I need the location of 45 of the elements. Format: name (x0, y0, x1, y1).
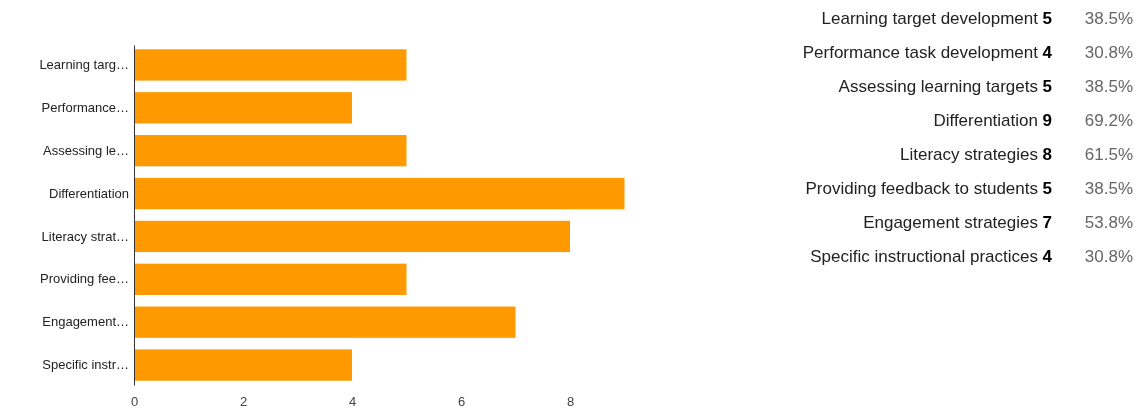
data-label: 4 (1042, 42, 1053, 62)
bar (134, 135, 407, 167)
y-tick-label: Learning targ… (39, 57, 129, 73)
category-label: Differentiation (933, 110, 1038, 130)
bar (134, 177, 625, 210)
bar (134, 92, 352, 124)
y-tick-label: Providing fee… (40, 271, 129, 287)
category-label: Learning target development (821, 8, 1039, 28)
data-label: 30.8% (1084, 42, 1133, 62)
category-label: Assessing learning targets (838, 76, 1038, 96)
data-label: 30.8% (1084, 246, 1133, 266)
data-label: 69.2% (1084, 110, 1133, 130)
data-label: 5 (1042, 178, 1052, 198)
category-label: Performance task development (802, 42, 1039, 62)
data-label: 8 (1042, 144, 1052, 164)
y-tick-label: Performance… (41, 99, 129, 115)
data-label: 7 (1042, 212, 1052, 232)
data-label: 38.5% (1084, 8, 1133, 28)
x-tick-label: 8 (566, 394, 575, 410)
y-tick-label: Specific instr… (42, 357, 129, 373)
y-tick-label: Assessing le… (43, 142, 129, 158)
data-label: 53.8% (1084, 212, 1133, 232)
bar (134, 349, 352, 381)
y-tick-label: Literacy strat… (41, 228, 129, 244)
category-label: Specific instructional practices (810, 246, 1038, 266)
data-label: 5 (1042, 8, 1052, 28)
data-label: 9 (1042, 110, 1052, 130)
category-label: Literacy strategies (900, 144, 1038, 164)
category-label: Engagement strategies (863, 212, 1038, 232)
data-label: 38.5% (1084, 178, 1133, 198)
bar (134, 263, 407, 295)
y-tick-label: Differentiation (49, 185, 129, 201)
x-tick-label: 2 (239, 394, 248, 410)
y-tick-label: Engagement… (42, 314, 129, 330)
bar (134, 49, 407, 81)
category-label: Providing feedback to students (805, 178, 1038, 198)
bar (134, 306, 516, 338)
data-label: 61.5% (1084, 144, 1133, 164)
x-tick-label: 0 (130, 394, 139, 410)
data-label: 4 (1042, 246, 1053, 266)
x-tick-label: 4 (348, 394, 357, 410)
bar (134, 220, 570, 253)
data-label: 5 (1042, 76, 1052, 96)
x-tick-label: 6 (457, 394, 466, 410)
data-label: 38.5% (1084, 76, 1133, 96)
